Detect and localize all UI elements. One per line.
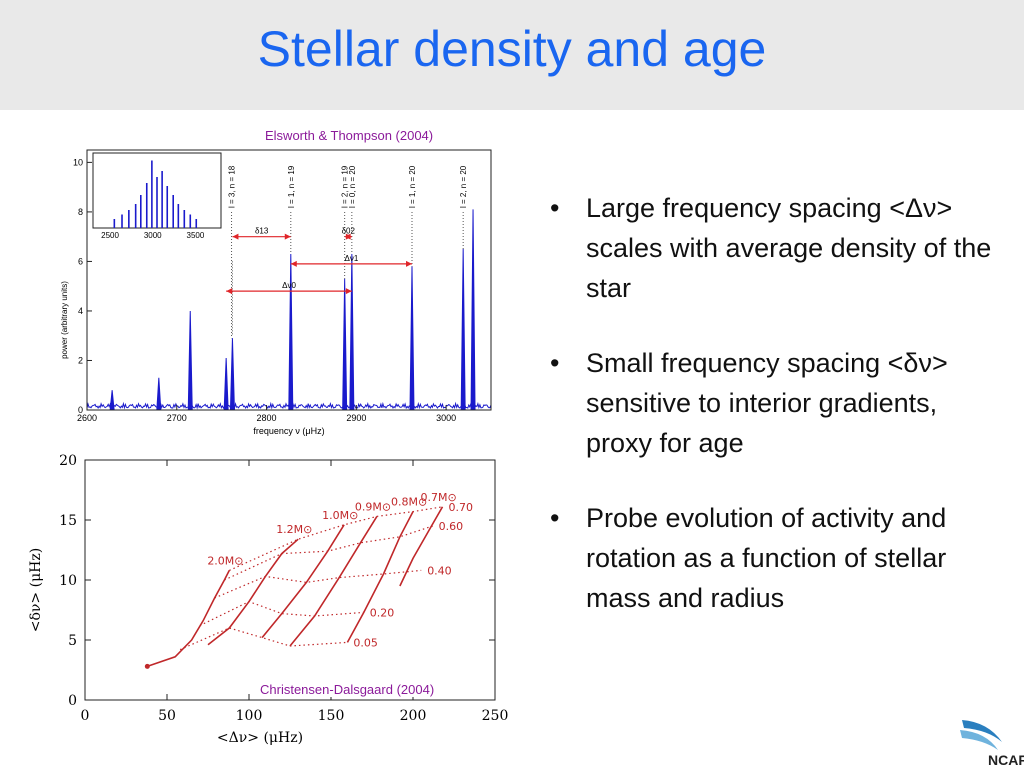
mass-track-line xyxy=(399,506,444,587)
y-tick-label: 0 xyxy=(78,405,83,415)
isochrone-label: 0.20 xyxy=(370,606,395,619)
y-tick-label: 2 xyxy=(78,355,83,365)
mass-track-line xyxy=(289,515,378,647)
spectrum-peak xyxy=(409,266,415,411)
delta02-head xyxy=(345,233,352,240)
x-tick-label: 100 xyxy=(236,708,263,724)
mass-track-line xyxy=(346,511,414,643)
dnu1-head xyxy=(405,260,412,267)
inset-tick-label: 2500 xyxy=(101,231,119,240)
mass-track-label: 0.9M⊙ xyxy=(355,500,391,513)
spectrum-frame xyxy=(86,149,492,411)
y-tick-label: 10 xyxy=(73,157,83,167)
mass-track-label: 2.0M⊙ xyxy=(207,554,243,567)
mass-track-label: 0.7M⊙ xyxy=(421,491,457,504)
mode-label: l = 3, n = 18 xyxy=(228,165,237,208)
spectrum-peak xyxy=(223,357,229,411)
dnu1-label: Δν1 xyxy=(344,254,358,263)
ncar-logo-text: NCAR xyxy=(988,752,1024,768)
delta13-head xyxy=(284,233,291,240)
x-tick-label: 2700 xyxy=(167,413,187,423)
isochrone-line xyxy=(179,627,348,651)
spectrum-peak xyxy=(229,338,235,411)
bullet-item: • Probe evolution of activity and rotatio… xyxy=(550,503,947,613)
mode-label: l = 1, n = 20 xyxy=(408,165,417,208)
isochrone-line xyxy=(224,525,433,581)
y-tick-label: 8 xyxy=(78,207,83,217)
spectrum-peak xyxy=(156,377,162,411)
mass-track-label: 1.0M⊙ xyxy=(322,509,358,522)
spectrum-peak xyxy=(288,253,294,411)
mass-track-line xyxy=(261,524,345,639)
y-tick-label: 4 xyxy=(78,306,83,316)
y-tick-label: 15 xyxy=(59,513,77,529)
zams-point xyxy=(144,663,150,669)
isochrone-label: 0.05 xyxy=(353,636,378,649)
dnu0-head xyxy=(345,288,352,295)
spectrum-peak xyxy=(342,278,348,411)
bullet-item: • Large frequency spacing <Δν> scales wit… xyxy=(550,193,992,303)
isochrone-line xyxy=(214,569,422,599)
mode-label: l = 2, n = 19 xyxy=(341,165,350,208)
x-tick-label: 250 xyxy=(482,708,509,724)
mass-track-line xyxy=(147,570,231,668)
x-tick-label: 200 xyxy=(400,708,427,724)
dnu0-label: Δν0 xyxy=(282,281,296,290)
x-tick-label: 2900 xyxy=(346,413,366,423)
ncar-logo-icon xyxy=(960,720,1002,750)
slide-title: Stellar density and age xyxy=(257,21,767,77)
delta13-head xyxy=(232,233,239,240)
inset-tick-label: 3000 xyxy=(144,231,162,240)
x-tick-label: 150 xyxy=(318,708,345,724)
mass-track-line xyxy=(207,538,299,646)
y-tick-label: 6 xyxy=(78,256,83,266)
mode-label: l = 2, n = 20 xyxy=(459,165,468,208)
x-tick-label: 3000 xyxy=(436,413,456,423)
mass-track-label: 0.8M⊙ xyxy=(391,496,427,509)
isochrone-label: 0.40 xyxy=(427,564,452,577)
isochrone-line xyxy=(199,600,364,627)
mass-track-label: 1.2M⊙ xyxy=(276,523,312,536)
credit-christensen-dalsgaard: Christensen-Dalsgaard (2004) xyxy=(258,682,437,697)
spectrum-peak xyxy=(460,249,466,411)
y-tick-label: 5 xyxy=(68,633,77,649)
y-tick-label: 0 xyxy=(68,693,77,709)
y-axis-label: power (arbitrary units) xyxy=(60,281,69,359)
x-axis-label: frequency ν (μHz) xyxy=(253,426,324,436)
y-tick-label: 20 xyxy=(59,453,77,469)
credit-elsworth: Elsworth & Thompson (2004) xyxy=(265,128,434,143)
isochrone-label: 0.70 xyxy=(449,501,474,514)
bullet-item: • Small frequency spacing <δν> sensitive … xyxy=(550,348,948,458)
x-axis-label: <Δν> (μHz) xyxy=(217,730,303,746)
dnu1-head xyxy=(290,260,297,267)
spectrum-peak xyxy=(187,310,193,411)
y-axis-label: <δν> (μHz) xyxy=(28,548,44,632)
bullet-list: • Large frequency spacing <Δν> scales wit… xyxy=(548,188,1008,653)
delta02-label: δ02 xyxy=(342,227,356,236)
title-bar xyxy=(0,0,1024,110)
isochrone-label: 0.60 xyxy=(439,520,464,533)
asteroseismic-hr-chart: 0 50 100 150 200 250 0 5 10 15 20 <Δν> (μHz) <δν> (μ… xyxy=(28,453,509,746)
x-tick-label: 50 xyxy=(158,708,176,724)
spectrum-peak xyxy=(349,253,355,411)
x-tick-label: 2600 xyxy=(77,413,97,423)
spectrum-peak xyxy=(470,209,476,411)
mode-label: l = 1, n = 19 xyxy=(287,165,296,208)
power-spectrum-chart: 2600 2700 2800 2900 3000 0 2 4 6 8 10 frequency ν (… xyxy=(60,149,492,436)
delta13-label: δ13 xyxy=(255,227,269,236)
dnu0-head xyxy=(226,288,233,295)
isochrone-line xyxy=(229,506,443,571)
x-tick-label: 0 xyxy=(81,708,90,724)
spectrum-peak xyxy=(109,390,115,411)
y-tick-label: 10 xyxy=(59,573,77,589)
inset-tick-label: 3500 xyxy=(187,231,205,240)
x-tick-label: 2800 xyxy=(257,413,277,423)
mode-label: l = 0, n = 20 xyxy=(348,165,357,208)
